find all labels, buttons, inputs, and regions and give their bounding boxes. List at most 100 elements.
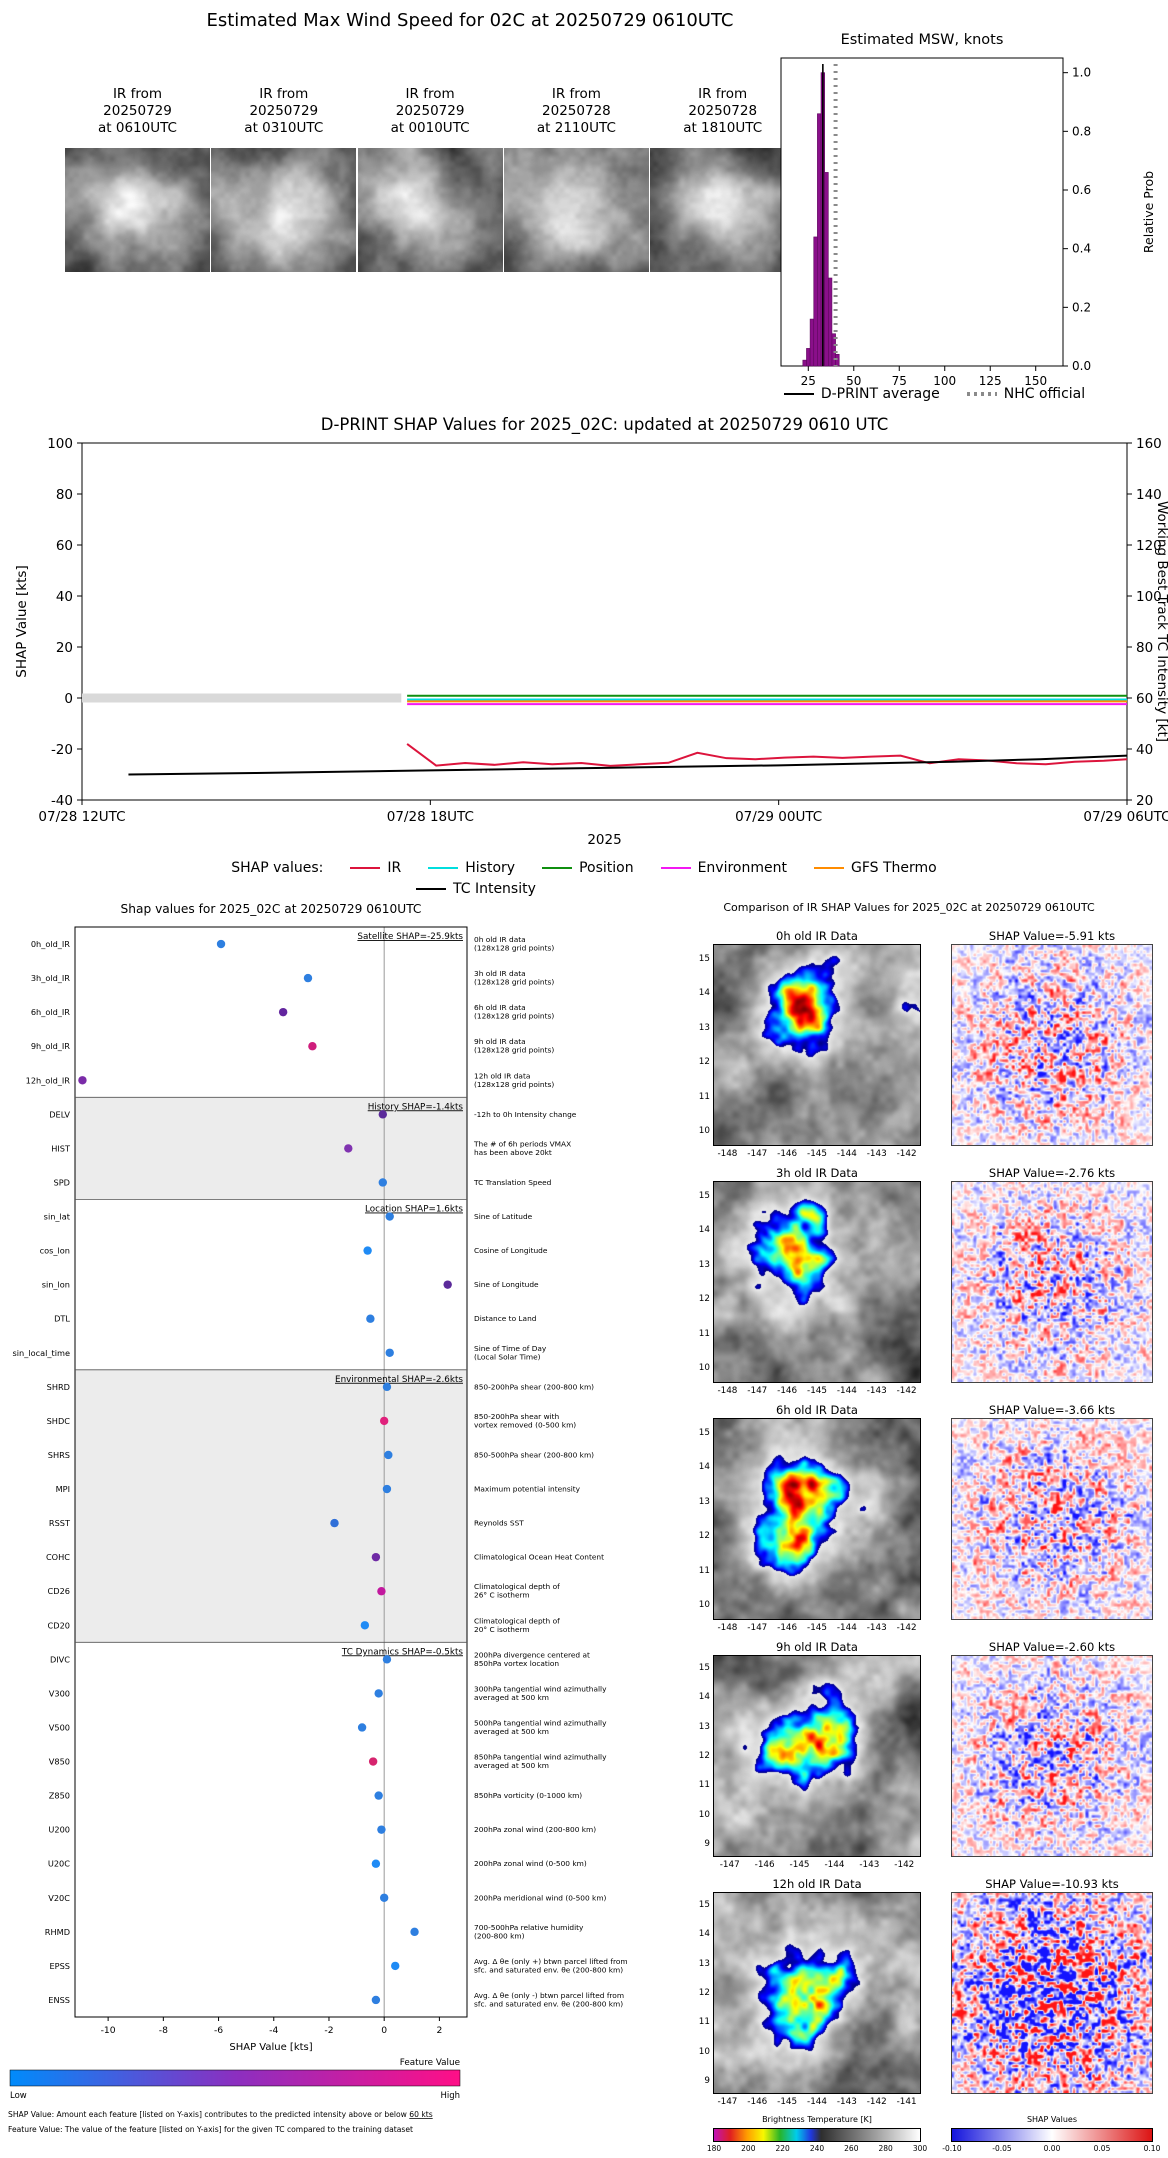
lon-tick-label: -148 — [717, 1386, 738, 1396]
shap-image-0 — [951, 944, 1153, 1146]
lat-tick-label: 15 — [698, 953, 710, 964]
ir-thumbnail-image-3 — [503, 148, 649, 272]
svg-text:40: 40 — [1136, 742, 1153, 758]
svg-text:75: 75 — [892, 374, 907, 388]
feature-name: DELV — [49, 1109, 70, 1119]
shap-timeseries-chart: D-PRINT SHAP Values for 2025_02C: update… — [14, 415, 1168, 848]
lon-tick-label: -145 — [777, 2097, 798, 2107]
feature-name: 12h_old_IR — [26, 1075, 71, 1085]
feature-description: Sine of Time of Day — [474, 1344, 547, 1353]
feature-description: 200hPa divergence centered at — [474, 1650, 590, 1659]
shap-dot-SHRD — [382, 1382, 392, 1392]
lat-tick-label: 11 — [698, 2017, 710, 2028]
feature-description: 500hPa tangential wind azimuthally — [474, 1718, 607, 1727]
shap-dot-sin_lat — [385, 1212, 394, 1221]
ir-thumbnail-label: IR from 20250729 at 0610UTC — [98, 86, 177, 136]
feature-description: Climatological depth of — [474, 1616, 560, 1625]
feature-name: MPI — [56, 1484, 70, 1494]
shap-image-3 — [951, 1655, 1153, 1857]
lon-tick-label: -148 — [717, 1149, 738, 1159]
feature-description: Sine of Longitude — [474, 1280, 539, 1289]
year-axis-label: 2025 — [587, 832, 621, 848]
svg-text:50: 50 — [846, 374, 861, 388]
ir-thumbnail-image-4 — [650, 148, 796, 272]
histogram-bar — [824, 172, 829, 367]
lat-tick-label: 11 — [698, 1091, 710, 1102]
svg-text:-40: -40 — [51, 793, 73, 809]
shap-dot-SPD — [378, 1178, 388, 1187]
shap-dot-U20C — [371, 1859, 381, 1868]
lon-tick-label: -143 — [836, 2097, 857, 2107]
lat-tick-label: 10 — [698, 2046, 710, 2057]
feature-name: 3h_old_IR — [31, 973, 70, 983]
lat-tick-label: 10 — [698, 1126, 710, 1137]
feature-name: COHC — [46, 1552, 70, 1562]
lon-tick-label: -147 — [747, 1386, 768, 1396]
lon-tick-label: -145 — [807, 1623, 827, 1633]
section-header: Environmental SHAP=-2.6kts — [335, 1375, 463, 1385]
line-swatch — [783, 393, 814, 395]
section-header: Satellite SHAP=-25.9kts — [357, 932, 463, 942]
bt-tick-label: 280 — [878, 2144, 893, 2153]
legend-item: Environment — [660, 860, 787, 876]
lat-tick-label: 12 — [698, 1751, 710, 1761]
shap-dot-0h_old_IR — [216, 939, 226, 949]
intensity-axis-label: Working Best Track TC Intensity [kt] — [1154, 501, 1168, 742]
line-swatch — [416, 888, 446, 890]
shap-dot-6h_old_IR — [278, 1007, 288, 1017]
svg-text:07/29 00UTC: 07/29 00UTC — [735, 809, 822, 825]
lon-tick-label: -146 — [754, 1860, 775, 1870]
feature-description: Sine of Latitude — [474, 1212, 533, 1221]
ir-thumbnail-image-2 — [357, 148, 503, 272]
feature-description: 3h old IR data — [474, 969, 526, 978]
svg-text:-20: -20 — [51, 742, 73, 758]
section-header: TC Dynamics SHAP=-0.5kts — [341, 1647, 464, 1657]
shap-dot-SHDC — [379, 1416, 389, 1426]
svg-text:60: 60 — [56, 538, 73, 554]
svg-text:80: 80 — [1136, 640, 1153, 656]
ir-data-title: 9h old IR Data — [776, 1640, 858, 1654]
lat-tick-label: 11 — [698, 1328, 710, 1339]
lat-tick-label: 14 — [698, 1929, 710, 1940]
bt-tick-label: 180 — [706, 2144, 722, 2153]
feature-description: Maximum potential intensity — [474, 1485, 581, 1494]
shap-tick-label: -0.05 — [992, 2144, 1012, 2153]
svg-text:25: 25 — [801, 374, 816, 388]
ir-data-image-2 — [713, 1418, 921, 1620]
feature-description: 850hPa vorticity (0-1000 km) — [474, 1791, 582, 1800]
svg-text:160: 160 — [1136, 436, 1162, 452]
series-tc-intensity — [128, 754, 1128, 776]
ir-data-image-0 — [713, 944, 921, 1146]
feature-description: Distance to Land — [474, 1314, 537, 1323]
lat-tick-label: 9 — [704, 2076, 710, 2087]
svg-text:-8: -8 — [159, 2025, 168, 2036]
ir-thumbnail-label: IR from 20250729 at 0010UTC — [390, 86, 470, 136]
shap-dot-HIST — [344, 1144, 353, 1153]
ir-data-title: 3h old IR Data — [776, 1166, 858, 1180]
legend-item: History — [427, 860, 515, 876]
shap-dot-DIVC — [382, 1655, 392, 1664]
shap-dot-9h_old_IR — [308, 1042, 317, 1051]
feature-name: DTL — [54, 1314, 70, 1324]
svg-text:-6: -6 — [214, 2025, 223, 2036]
feature-name: sin_local_time — [13, 1348, 71, 1358]
lon-tick-label: -144 — [836, 1149, 857, 1159]
histogram-legend: D-PRINT average NHC official — [700, 386, 1168, 402]
line-swatch — [350, 867, 381, 869]
feature-name: sin_lat — [44, 1212, 71, 1222]
svg-text:120: 120 — [1136, 538, 1162, 554]
timeseries-title: D-PRINT SHAP Values for 2025_02C: update… — [321, 415, 888, 435]
feature-description: 20° C isotherm — [474, 1625, 530, 1634]
legend-item: D-PRINT average — [783, 386, 940, 402]
lat-tick-label: 12 — [698, 1294, 710, 1305]
feature-description: Climatological depth of — [474, 1582, 560, 1591]
svg-text:0: 0 — [64, 691, 73, 707]
feature-name: RHMD — [45, 1927, 70, 1937]
lat-tick-label: 13 — [698, 1259, 710, 1270]
ir-data-image-3 — [713, 1655, 921, 1857]
feature-description: 300hPa tangential wind azimuthally — [474, 1684, 607, 1693]
feature-description: 850-500hPa shear (200-800 km) — [474, 1450, 594, 1459]
feature-name: U200 — [48, 1825, 70, 1835]
shap-dot-V850 — [368, 1757, 378, 1766]
shap-dot-COHC — [371, 1552, 381, 1562]
